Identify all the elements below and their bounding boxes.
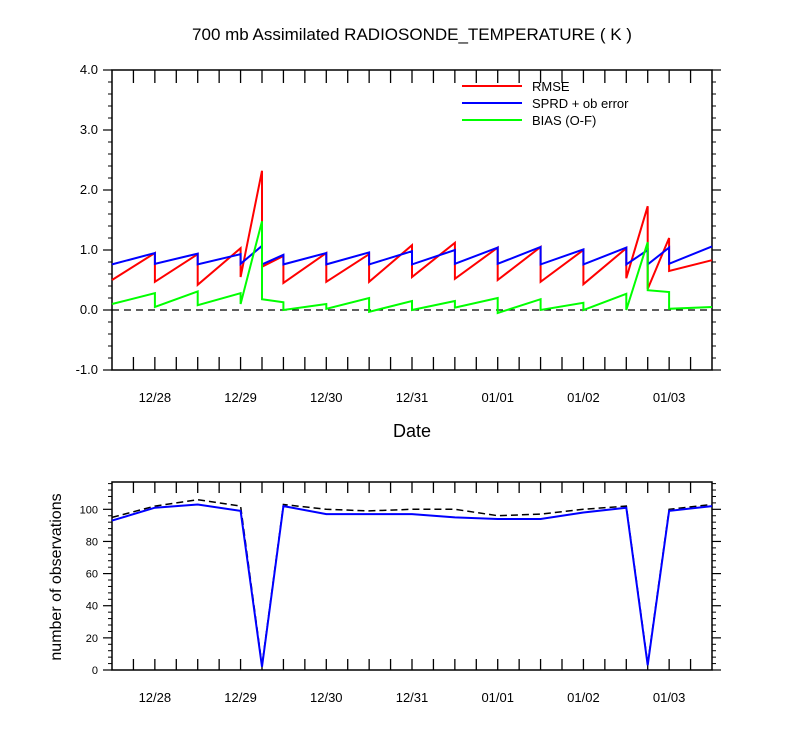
y-tick-label: 80: [86, 536, 98, 548]
x-tick-label: 12/30: [310, 690, 343, 705]
plot-frame: [111, 69, 713, 371]
observations-chart: 12/28 12/29 12/30 12/31 01/01 01/02 01/03 0 20 40…: [80, 481, 721, 705]
y-tick-label: 0.0: [80, 302, 98, 317]
x-tick-label: 01/02: [567, 390, 600, 405]
x-tick-label: 01/03: [653, 390, 686, 405]
series-line-rmse: [111, 170, 713, 290]
y-tick-label: 2.0: [80, 182, 98, 197]
y-tick-label: 60: [86, 569, 98, 581]
x-tick-label: 01/01: [481, 390, 514, 405]
series-line-possible: [111, 498, 713, 666]
x-tick-label: 12/28: [139, 390, 172, 405]
y-tick-label: 3.0: [80, 122, 98, 137]
x-tick-label: 01/03: [653, 690, 686, 705]
series-line-sprd-ob-error: [111, 243, 713, 267]
rmse-chart: 12/28 12/29 12/30 12/31 01/01 01/02 01/03 -1.0 0…: [76, 62, 721, 405]
series-line-bias-o-f: [111, 220, 713, 315]
series-line-used: [111, 503, 713, 667]
y-tick-label: 100: [80, 504, 98, 516]
legend-label-rmse: RMSE: [532, 79, 570, 94]
y-axis-label: number of observations: [48, 493, 65, 660]
x-tick-label: 12/31: [396, 390, 429, 405]
plot-frame: [111, 481, 713, 671]
x-tick-label: 12/30: [310, 390, 343, 405]
chart-title: 700 mb Assimilated RADIOSONDE_TEMPERATUR…: [192, 25, 632, 44]
y-tick-label: -1.0: [76, 362, 98, 377]
x-tick-label: 01/01: [481, 690, 514, 705]
x-tick-label: 12/28: [139, 690, 172, 705]
x-tick-label: 12/29: [224, 390, 257, 405]
legend-label-bias-o-f: BIAS (O-F): [532, 113, 596, 128]
y-tick-label: 0: [92, 665, 98, 677]
y-tick-label: 40: [86, 601, 98, 613]
y-tick-label: 20: [86, 633, 98, 645]
x-tick-label: 01/02: [567, 690, 600, 705]
x-tick-label: 12/29: [224, 690, 257, 705]
legend-label-sprd-ob-error: SPRD + ob error: [532, 96, 629, 111]
y-tick-label: 4.0: [80, 62, 98, 77]
x-tick-label: 12/31: [396, 690, 429, 705]
x-axis-label: Date: [393, 421, 431, 441]
y-tick-label: 1.0: [80, 242, 98, 257]
